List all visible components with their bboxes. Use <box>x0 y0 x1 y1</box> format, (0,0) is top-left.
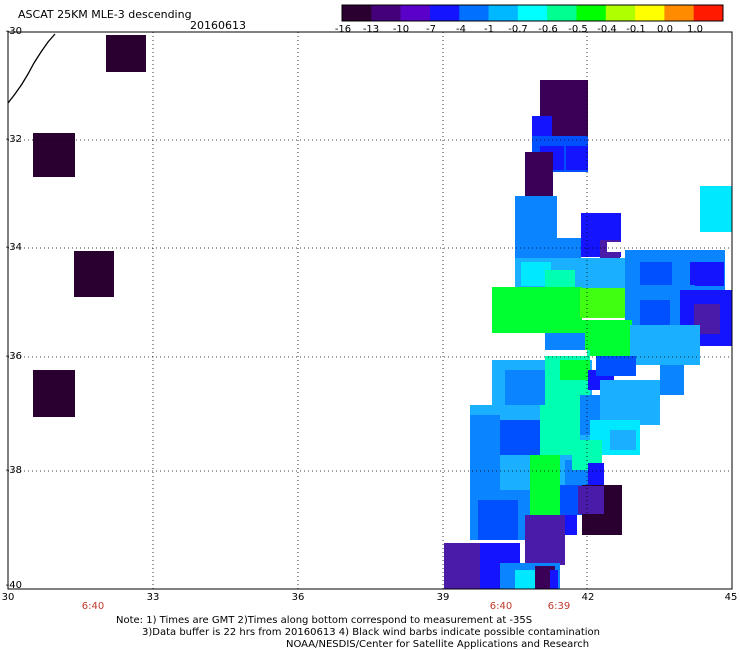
time-label: 6:39 <box>547 601 571 612</box>
colorbar-swatch <box>693 5 724 21</box>
map-frame <box>7 31 733 590</box>
data-cell <box>610 430 636 450</box>
data-cell <box>478 500 518 540</box>
data-gap <box>607 242 621 252</box>
lat-label: -38 <box>5 465 22 476</box>
lat-label: -30 <box>5 26 22 37</box>
data-cell <box>545 270 575 290</box>
colorbar-label: -1 <box>484 24 494 35</box>
colorbar-label: -13 <box>362 24 380 35</box>
data-cell <box>600 380 660 425</box>
colorbar-swatch <box>517 5 548 21</box>
lat-lon-grid <box>8 32 732 589</box>
colorbar-label: 0.0 <box>657 24 673 35</box>
footer-note-1: Note: 1) Times are GMT 2)Times along bot… <box>116 615 533 626</box>
data-cells <box>33 35 732 589</box>
lat-label: -32 <box>5 134 22 145</box>
data-cell <box>515 196 557 238</box>
data-cell <box>566 146 588 170</box>
time-label: 6:40 <box>489 601 513 612</box>
map-date: 20160613 <box>190 19 246 32</box>
data-cell <box>660 365 684 395</box>
data-cell <box>545 333 585 350</box>
data-cell <box>596 356 636 376</box>
data-cell <box>582 320 632 356</box>
data-cell <box>700 186 732 232</box>
data-cell <box>532 116 552 136</box>
lat-label: -36 <box>5 351 22 362</box>
colorbar-swatch <box>635 5 665 21</box>
data-cell <box>588 463 604 487</box>
colorbar-label: -10 <box>392 24 410 35</box>
lon-label: 33 <box>146 592 160 603</box>
footer-credit: NOAA/NESDIS/Center for Satellite Applica… <box>286 639 590 650</box>
lon-label: 45 <box>724 592 738 603</box>
data-cell <box>106 35 146 72</box>
data-cell <box>505 370 545 410</box>
data-cell <box>560 360 590 380</box>
colorbar-swatch <box>488 5 519 21</box>
colorbar-swatch <box>605 5 636 21</box>
lat-label: -40 <box>5 580 22 591</box>
colorbar-label: -16 <box>334 24 352 35</box>
map-title: ASCAT 25KM MLE-3 descending <box>18 8 192 21</box>
data-cell <box>640 262 672 286</box>
colorbar-swatch <box>342 5 372 21</box>
data-cell <box>580 288 630 318</box>
lon-label: 36 <box>291 592 305 603</box>
colorbar-label: -0.6 <box>538 24 558 35</box>
footer-note-2: 3)Data buffer is 22 hrs from 20160613 4)… <box>142 627 600 638</box>
data-cell <box>540 80 588 117</box>
lon-label: 39 <box>436 592 450 603</box>
data-cell <box>492 287 582 333</box>
colorbar-swatch <box>371 5 402 21</box>
colorbar-label: -0.7 <box>508 24 528 35</box>
colorbar-label: 1.0 <box>687 24 703 35</box>
colorbar-label: -7 <box>426 24 436 35</box>
time-label: 6:40 <box>81 601 105 612</box>
data-cell <box>552 116 588 136</box>
colorbar-swatch <box>459 5 490 21</box>
data-cell <box>550 570 558 589</box>
colorbar-label: -0.5 <box>568 24 588 35</box>
data-cell <box>565 515 577 535</box>
data-gap <box>573 196 585 212</box>
coastline <box>7 33 56 104</box>
colorbar-swatch <box>400 5 431 21</box>
data-cell <box>525 515 565 565</box>
data-cell <box>74 251 114 297</box>
lon-label: 42 <box>581 592 595 603</box>
colorbar-label: -0.1 <box>626 24 646 35</box>
data-cell <box>690 262 724 286</box>
colorbar-swatch <box>664 5 695 21</box>
data-gap <box>545 350 587 356</box>
colorbar-swatch <box>429 5 460 21</box>
colorbar-label: -0.4 <box>597 24 617 35</box>
colorbar <box>341 4 724 22</box>
lon-label: 30 <box>1 592 15 603</box>
lat-label: -34 <box>5 242 22 253</box>
data-cell <box>515 570 535 589</box>
data-cell <box>525 152 553 196</box>
data-cell <box>578 486 604 514</box>
colorbar-swatch <box>576 5 607 21</box>
data-cell <box>33 370 75 417</box>
colorbar-label: -4 <box>456 24 466 35</box>
colorbar-swatch <box>547 5 577 21</box>
data-cell <box>530 455 560 515</box>
data-cell <box>500 420 540 460</box>
data-cell <box>630 325 700 365</box>
